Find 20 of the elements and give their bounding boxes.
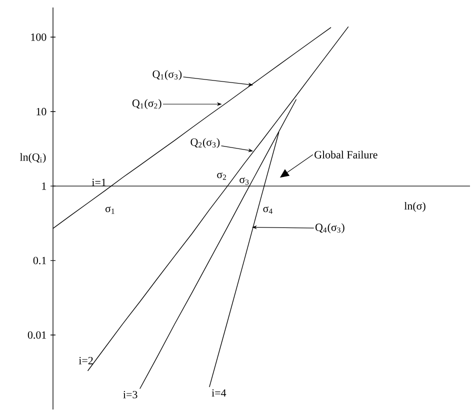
- y-tick-label: 1: [42, 182, 46, 190]
- y-axis-title: ln(Q$_{i}$): [20, 153, 46, 164]
- annotation: Q$_{2}$(σ$_{3}$): [190, 138, 220, 148]
- y-tick-label: 0.1: [33, 256, 46, 264]
- annotation: σ$_{4}$: [263, 206, 272, 214]
- annotation: σ$_{1}$: [105, 206, 114, 214]
- y-tick-label: 10: [36, 108, 46, 116]
- series-label: i=2: [78, 356, 93, 364]
- annotation: Global Failure: [314, 150, 378, 158]
- annotation: σ$_{2}$: [217, 172, 226, 180]
- y-tick-label: 100: [31, 33, 46, 41]
- series-label: i=4: [212, 389, 226, 397]
- series-label: i=1: [92, 178, 106, 186]
- series-label: i=3: [123, 390, 138, 398]
- y-tick-label: 0.01: [28, 331, 46, 339]
- annotation: Q$_{4}$(σ$_{3}$): [316, 223, 344, 234]
- annotation: Q$_{1}$(σ$_{3}$): [152, 70, 182, 80]
- x-axis-title: ln(σ): [404, 202, 426, 212]
- annotation: Q$_{1}$(σ$_{2}$): [132, 99, 162, 110]
- annotation: σ$_{3}$: [240, 177, 249, 185]
